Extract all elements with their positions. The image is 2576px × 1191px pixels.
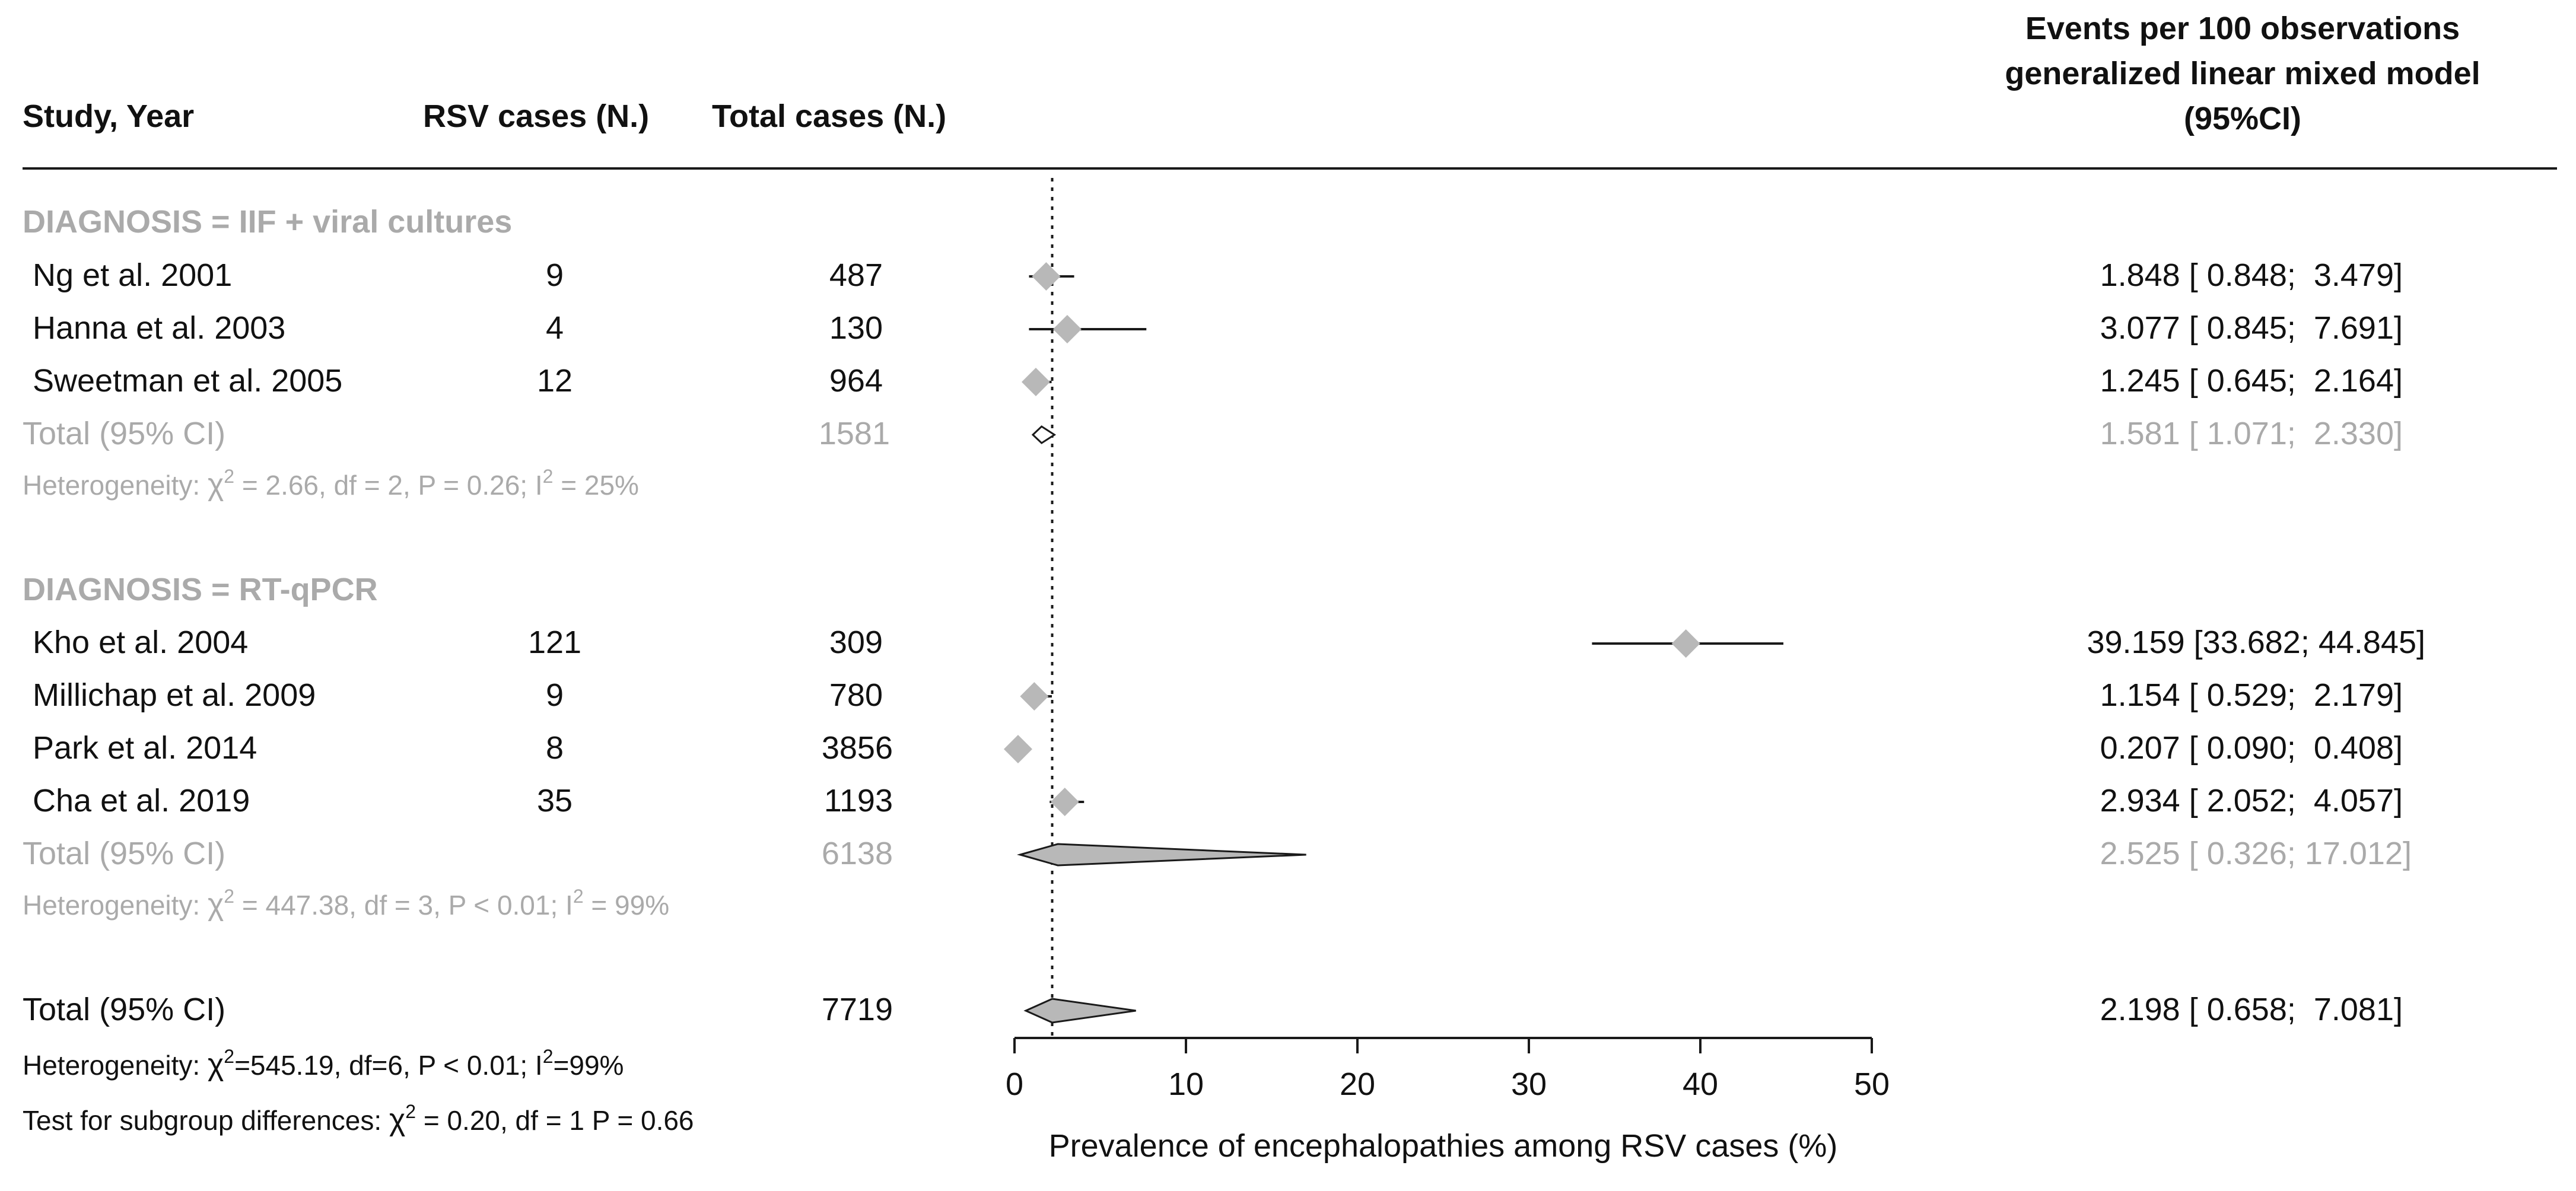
subgroup-heterogeneity: Heterogeneity: χ2 = 447.38, df = 3, P < … [23,886,669,922]
study-total-cases: 3856 [822,730,893,766]
study-point-estimate [1003,735,1032,763]
summary-diamond [1031,425,1057,444]
study-name: Park et al. 2014 [33,730,257,766]
header-study: Study, Year [23,98,194,134]
header-effect-line1: Events per 100 observations [2025,11,2460,46]
header-effect-line2: generalized linear mixed model [2005,56,2480,91]
study-point-estimate [1050,788,1079,816]
study-rsv-cases: 4 [546,310,564,346]
overall-heterogeneity: Heterogeneity: χ2=545.19, df=6, P < 0.01… [23,1046,624,1082]
group-label-iif: DIAGNOSIS = IIF + viral cultures [23,204,512,240]
study-point-estimate [1671,629,1700,658]
x-axis-tick-label: 30 [1511,1066,1547,1102]
study-name: Millichap et al. 2009 [33,677,316,713]
study-total-cases: 964 [829,363,883,399]
study-name: Ng et al. 2001 [33,257,232,293]
study-total-cases: 487 [829,257,883,293]
x-axis-tick-label: 40 [1683,1066,1718,1102]
study-point-estimate [1021,368,1050,396]
study-rsv-cases: 9 [546,677,564,713]
subgroup-total-cases: 1581 [819,416,890,451]
x-axis-tick-label: 0 [1006,1066,1023,1102]
overall-total-label: Total (95% CI) [23,992,225,1027]
group-label-rtqpcr: DIAGNOSIS = RT-qPCR [23,572,378,607]
study-point-estimate [1052,315,1082,343]
x-axis-tick-label: 50 [1854,1066,1890,1102]
study-name: Hanna et al. 2003 [33,310,285,346]
study-ci-text: 0.207 [ 0.090; 0.408] [2100,730,2403,766]
study-point-estimate [1020,682,1049,711]
subgroup-total-label: Total (95% CI) [23,836,225,871]
study-point-estimate [1032,262,1061,291]
subgroup-total-label: Total (95% CI) [23,416,225,451]
study-rsv-cases: 121 [528,625,581,660]
study-ci-text: 3.077 [ 0.845; 7.691] [2100,310,2403,346]
study-rsv-cases: 12 [537,363,573,399]
header-rsv-cases: RSV cases (N.) [423,98,649,134]
plot-area: 0 10 20 30 40 50 Prevalence of encephalopathie… [1003,178,1890,1164]
subgroup-total-ci-text: 2.525 [ 0.326; 17.012] [2100,836,2412,871]
header-effect-line3: (95%CI) [2184,101,2301,136]
study-ci-text: 1.154 [ 0.529; 2.179] [2100,677,2403,713]
subgroup-total-ci-text: 1.581 [ 1.071; 2.330] [2100,416,2403,451]
study-rsv-cases: 8 [546,730,564,766]
header-total-cases: Total cases (N.) [712,98,946,134]
study-total-cases: 130 [829,310,883,346]
study-ci-text: 1.245 [ 0.645; 2.164] [2100,363,2403,399]
study-ci-text: 2.934 [ 2.052; 4.057] [2100,783,2403,819]
overall-total-cases: 7719 [822,992,893,1027]
study-total-cases: 309 [829,625,883,660]
subgroup-total-cases: 6138 [822,836,893,871]
study-rsv-cases: 9 [546,257,564,293]
subgroup-difference-test: Test for subgroup differences: χ2 = 0.20… [23,1101,694,1137]
summary-diamond [1023,998,1136,1024]
study-total-cases: 1193 [824,783,893,819]
x-axis-tick-label: 20 [1340,1066,1375,1102]
overall-ci-text: 2.198 [ 0.658; 7.081] [2100,992,2403,1027]
study-ci-text: 1.848 [ 0.848; 3.479] [2100,257,2403,293]
study-name: Sweetman et al. 2005 [33,363,342,399]
summary-diamond [1016,843,1306,867]
study-total-cases: 780 [829,677,883,713]
study-name: Cha et al. 2019 [33,783,250,819]
study-ci-text: 39.159 [33.682; 44.845] [2087,625,2425,660]
subgroup-heterogeneity: Heterogeneity: χ2 = 2.66, df = 2, P = 0.… [23,466,639,502]
x-axis-tick-label: 10 [1168,1066,1204,1102]
study-name: Kho et al. 2004 [33,625,248,660]
study-rsv-cases: 35 [537,783,573,819]
x-axis-label: Prevalence of encephalopathies among RSV… [1049,1128,1838,1164]
